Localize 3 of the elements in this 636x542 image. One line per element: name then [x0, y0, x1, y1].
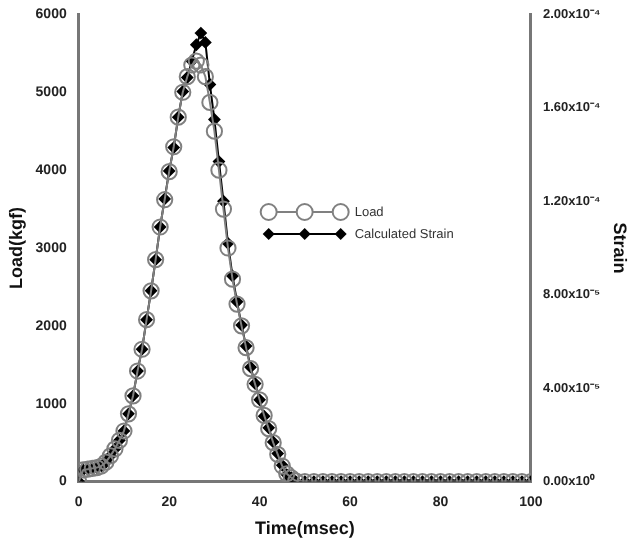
y2-axis-title: Strain	[610, 222, 631, 274]
y-axis-title: Load(kgf)	[5, 207, 26, 289]
x-axis-title: Time(msec)	[255, 518, 355, 539]
